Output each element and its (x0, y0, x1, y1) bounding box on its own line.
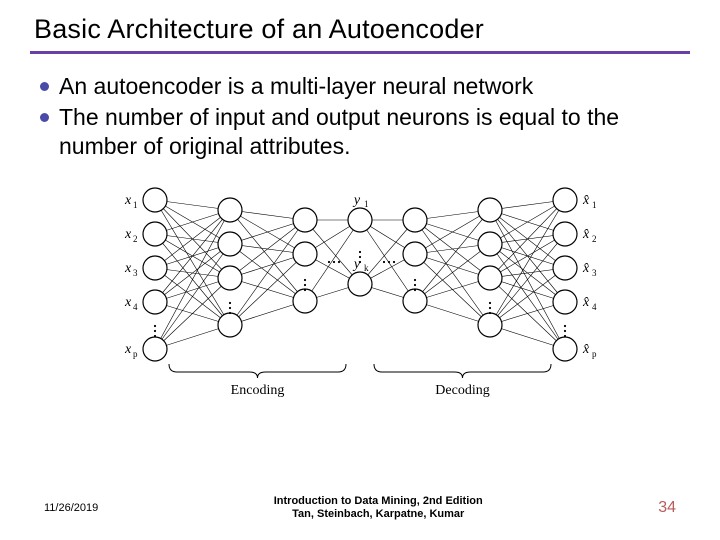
slide: Basic Architecture of an Autoencoder An … (0, 0, 720, 540)
svg-text:y: y (352, 257, 361, 272)
bullet-icon (40, 113, 49, 122)
svg-text:y: y (352, 193, 361, 208)
svg-text:x̂: x̂ (582, 227, 590, 242)
svg-text:4: 4 (133, 302, 138, 312)
page-number: 34 (658, 499, 676, 517)
svg-text:2: 2 (133, 234, 138, 244)
list-item: An autoencoder is a multi-layer neural n… (40, 72, 686, 101)
network-svg: x1x2x3x4xpx̂1x̂2x̂3x̂4x̂py1ykEncodingDec… (100, 172, 620, 412)
svg-text:x: x (124, 193, 132, 208)
bullet-icon (40, 82, 49, 91)
bullet-list: An autoencoder is a multi-layer neural n… (40, 72, 686, 160)
footer-line1: Introduction to Data Mining, 2nd Edition (274, 495, 483, 507)
title-rule (30, 51, 690, 54)
svg-text:k: k (364, 263, 369, 273)
footer-date: 11/26/2019 (44, 502, 98, 514)
svg-text:2: 2 (592, 234, 597, 244)
svg-text:x: x (124, 227, 132, 242)
page-title: Basic Architecture of an Autoencoder (34, 14, 686, 45)
svg-text:1: 1 (592, 200, 597, 210)
svg-text:x: x (124, 261, 132, 276)
svg-text:1: 1 (133, 200, 138, 210)
svg-text:3: 3 (133, 268, 138, 278)
svg-text:Decoding: Decoding (435, 383, 489, 398)
autoencoder-diagram: x1x2x3x4xpx̂1x̂2x̂3x̂4x̂py1ykEncodingDec… (34, 172, 686, 412)
svg-text:Encoding: Encoding (231, 383, 285, 398)
bullet-text: An autoencoder is a multi-layer neural n… (59, 72, 533, 101)
bullet-text: The number of input and output neurons i… (59, 103, 686, 161)
svg-text:1: 1 (364, 199, 369, 209)
svg-text:4: 4 (592, 302, 597, 312)
slide-footer: 11/26/2019 Introduction to Data Mining, … (0, 495, 720, 523)
svg-text:p: p (133, 349, 138, 359)
svg-text:x̂: x̂ (582, 295, 590, 310)
svg-text:p: p (592, 349, 597, 359)
footer-citation: Introduction to Data Mining, 2nd Edition… (98, 495, 658, 523)
list-item: The number of input and output neurons i… (40, 103, 686, 161)
svg-text:x̂: x̂ (582, 261, 590, 276)
svg-text:x: x (124, 342, 132, 357)
svg-text:x̂: x̂ (582, 342, 590, 357)
footer-line2: Tan, Steinbach, Karpatne, Kumar (292, 508, 464, 520)
svg-text:3: 3 (592, 268, 597, 278)
svg-text:x̂: x̂ (582, 193, 590, 208)
svg-text:x: x (124, 295, 132, 310)
